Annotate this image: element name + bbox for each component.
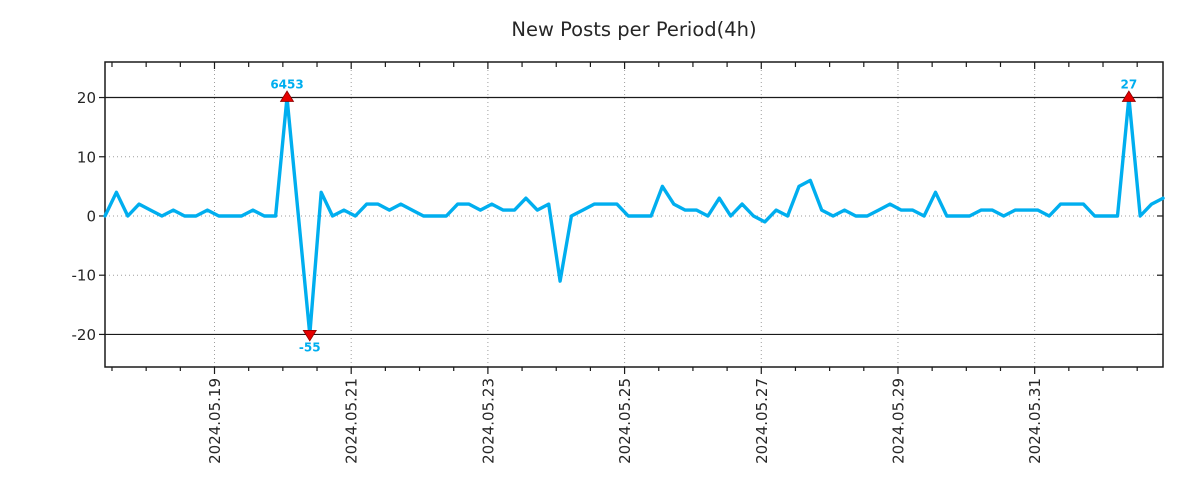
annotation-label: 27	[1121, 78, 1138, 92]
chart-title: New Posts per Period(4h)	[511, 18, 756, 41]
max-marker-icon	[279, 90, 295, 102]
x-tick-label: 2024.05.31	[1026, 378, 1044, 464]
min-marker-icon	[302, 330, 317, 342]
annotation-label: -55	[299, 340, 321, 354]
y-tick-label: -10	[72, 267, 97, 285]
x-tick-label: 2024.05.21	[343, 378, 361, 464]
x-tick-label: 2024.05.23	[479, 378, 497, 464]
annotation-label: 6453	[270, 78, 303, 92]
series-line	[103, 95, 1165, 337]
y-tick-label: 20	[77, 89, 96, 107]
y-tick-label: -20	[72, 326, 97, 344]
y-tick-label: 0	[86, 207, 96, 225]
max-marker-icon	[1121, 90, 1137, 102]
x-tick-label: 2024.05.29	[889, 378, 907, 464]
x-tick-label: 2024.05.19	[206, 378, 224, 464]
x-tick-label: 2024.05.25	[616, 378, 634, 464]
x-tick-label: 2024.05.27	[753, 378, 771, 464]
y-tick-label: 10	[77, 148, 96, 166]
